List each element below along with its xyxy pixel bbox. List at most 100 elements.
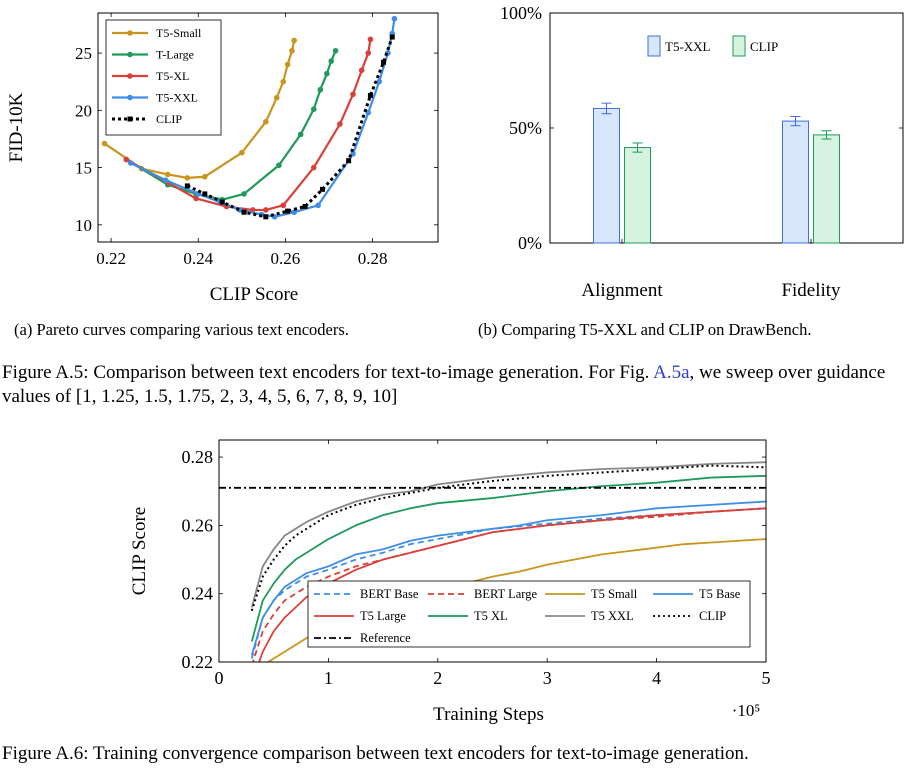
legend-box xyxy=(105,19,222,136)
data-point-t5-small xyxy=(164,171,171,178)
subcaption-b: (b) Comparing T5-XXL and CLIP on DrawBen… xyxy=(478,320,812,339)
data-point-t5-xl xyxy=(280,202,287,209)
plot-series xyxy=(101,15,398,220)
legend-marker-t5-xl xyxy=(127,73,133,79)
bar-clip-fidelity xyxy=(813,134,840,244)
pareto-chart: 0.22 0.24 0.26 0.28 10 15 20 25 CLIP Score FID-10… xyxy=(6,12,439,305)
legend-label-t5-large: T5 Large xyxy=(360,609,406,623)
figure-a5-text-part1: Comparison between text encoders for tex… xyxy=(88,362,654,383)
data-point-clip xyxy=(367,92,373,98)
y-tick-label: 0.26 xyxy=(182,515,214,535)
data-point-t-large xyxy=(332,47,339,54)
y-tick-label: 25 xyxy=(75,44,92,63)
data-point-t5-small xyxy=(289,47,295,54)
series-line-t5-large xyxy=(258,507,766,662)
data-point-t5-small xyxy=(280,78,287,85)
figure-a6-text: Training convergence comparison between … xyxy=(88,743,749,764)
data-point-t5-xl xyxy=(350,91,356,98)
series-line-t5-xl xyxy=(250,474,766,642)
legend-label-clip: CLIP xyxy=(699,609,726,623)
x-tick-label: 0.28 xyxy=(358,249,388,268)
y-axis-label: FID-10K xyxy=(6,92,27,162)
series-line-t5-base xyxy=(250,500,766,656)
x-tick-label: 0.22 xyxy=(96,249,126,268)
bar-clip-alignment xyxy=(624,147,651,244)
figure-a6-label: Figure A.6: xyxy=(2,743,89,764)
y-tick-label: 100% xyxy=(500,3,542,23)
x-tick-label: 5 xyxy=(762,668,771,688)
series-line-clip xyxy=(186,36,394,219)
data-point-t-large xyxy=(328,58,335,64)
x-tick-label: 2 xyxy=(433,668,442,688)
x-axis-multiplier: ·10⁵ xyxy=(732,701,761,720)
legend-marker-t5-small xyxy=(127,30,133,36)
data-point-t5-small xyxy=(284,61,291,68)
series-line-t5-xxl xyxy=(250,461,766,608)
x-axis-label: CLIP Score xyxy=(210,284,298,305)
data-point-clip xyxy=(302,204,308,210)
legend-label-t5-base: T5 Base xyxy=(699,587,741,601)
y-tick-label: 0% xyxy=(518,233,542,253)
legend-label-t5-small: T5-Small xyxy=(156,26,202,40)
x-tick-label: 0 xyxy=(215,668,224,688)
legend-label-clip: CLIP xyxy=(156,112,182,126)
figure-a6-caption: Figure A.6: Training convergence compari… xyxy=(2,742,907,766)
plot-series xyxy=(219,461,766,662)
legend-box xyxy=(307,580,751,648)
x-axis-label: Training Steps xyxy=(433,704,544,725)
data-point-t-large xyxy=(324,70,330,77)
y-tick-label: 0.22 xyxy=(182,652,214,672)
data-point-t5-xxl xyxy=(391,15,398,22)
legend-swatch-clip xyxy=(732,35,746,57)
data-point-clip xyxy=(263,214,269,220)
data-point-t5-xxl xyxy=(127,160,134,166)
legend-label-bert-large: BERT Large xyxy=(474,587,537,601)
legend-label-t5-small: T5 Small xyxy=(591,587,638,601)
legend-label-reference: Reference xyxy=(360,631,411,645)
legend-label-t5-xl: T5 XL xyxy=(474,609,508,623)
legend-swatch-t5-xxl xyxy=(647,35,661,57)
legend-marker-t-large xyxy=(127,51,133,58)
x-tick-label: 1 xyxy=(324,668,333,688)
y-tick-label: 15 xyxy=(75,159,92,178)
figure-a5-label: Figure A.5: xyxy=(2,362,89,383)
legend-label-t5-xl: T5-XL xyxy=(156,69,189,83)
data-point-t5-small xyxy=(184,175,191,181)
drawbench-bar-chart: 0% 50% 100% Alignment Fidelity T5-XXL CLIP xyxy=(500,3,904,301)
data-point-t-large xyxy=(241,191,247,197)
data-point-t5-small xyxy=(239,149,245,156)
legend-marker-t5-xxl xyxy=(127,94,133,101)
data-point-t5-xl xyxy=(367,36,374,43)
data-point-clip xyxy=(389,34,395,40)
data-point-t5-xl xyxy=(365,50,372,56)
data-point-clip xyxy=(381,59,387,65)
data-point-t5-small xyxy=(291,37,297,44)
x-tick-label: 0.26 xyxy=(271,249,301,268)
data-point-t5-xl xyxy=(337,121,343,127)
legend-label-t-large: T-Large xyxy=(156,48,194,62)
plot-frame xyxy=(97,12,439,243)
data-point-clip xyxy=(202,191,208,197)
data-point-t-large xyxy=(297,131,304,138)
data-point-t5-xl xyxy=(263,207,269,213)
figure-a5a-reference-link[interactable]: A.5a xyxy=(653,362,690,383)
data-point-t-large xyxy=(310,106,317,112)
legend-label-t5-xxl: T5-XXL xyxy=(156,91,198,105)
data-point-t5-xl xyxy=(193,195,199,202)
data-point-t5-small xyxy=(201,173,208,180)
data-point-t5-xxl xyxy=(376,78,382,85)
legend-label-t5-xxl: T5-XXL xyxy=(665,39,711,54)
data-point-t5-xl xyxy=(123,156,130,163)
legend-label-bert-base: BERT Base xyxy=(360,587,419,601)
x-tick-label: 3 xyxy=(543,668,552,688)
bar-t5-xxl-fidelity xyxy=(782,120,809,244)
data-point-t5-xl xyxy=(310,164,317,171)
y-axis-label: CLIP Score xyxy=(129,507,150,595)
x-tick-label: 4 xyxy=(652,668,661,688)
data-point-clip xyxy=(346,158,352,164)
category-label-alignment: Alignment xyxy=(581,280,663,301)
x-tick-label: 0.24 xyxy=(183,249,213,268)
legend-label-clip: CLIP xyxy=(750,39,778,54)
y-tick-label: 20 xyxy=(75,101,92,120)
